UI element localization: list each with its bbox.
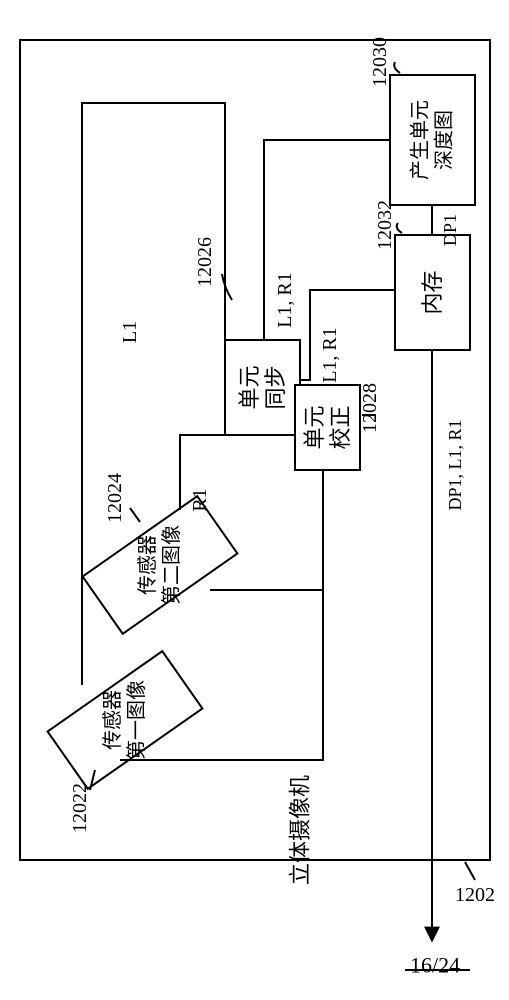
node-mem-id: 12032 [374, 200, 396, 250]
edge-mem-to-out-label: DP1, L1, R1 [445, 419, 465, 510]
edge-sensor2-to-sync-R1-label: R1 [189, 488, 211, 511]
node-sensor2-id: 12024 [104, 473, 126, 523]
node-depth [390, 75, 475, 205]
edge-sync-to-depth-L1R1-label: L1, R1 [274, 272, 296, 328]
node-sync-label-line-0: 同步 [263, 365, 288, 409]
node-calib-id: 12028 [359, 383, 381, 433]
outer-label: 立体摄像机 [288, 775, 313, 885]
edge-sync-to-mem-L1R1-label: L1, R1 [319, 327, 341, 383]
node-sensor2-label-line-0: 第二图像 [160, 525, 183, 605]
node-sensor1-label-line-0: 第一图像 [125, 680, 148, 760]
node-calib-label-line-1: 单元 [302, 405, 327, 449]
output-fraction-label: 16/24 [410, 953, 460, 978]
node-depth-label-line-0: 深度图 [433, 110, 456, 170]
node-calib-label-line-0: 校正 [328, 405, 353, 449]
edge-depth-to-mem-DP1-label: DP1 [440, 214, 460, 246]
node-depth-id: 12030 [369, 37, 391, 87]
node-sensor1-id: 12022 [69, 783, 91, 833]
node-sensor2-label-line-1: 传感器 [136, 535, 159, 595]
node-sync-id: 12026 [194, 237, 216, 287]
node-sensor1-label-line-1: 传感器 [101, 690, 124, 750]
edge-sensor1-to-sync-L1-label: L1 [119, 321, 141, 343]
outer-tag: 1202 [455, 884, 495, 906]
node-depth-label-line-1: 产生单元 [409, 100, 432, 180]
node-sync-label-line-1: 单元 [237, 365, 262, 409]
node-mem-label-line-0: 内存 [420, 270, 445, 314]
